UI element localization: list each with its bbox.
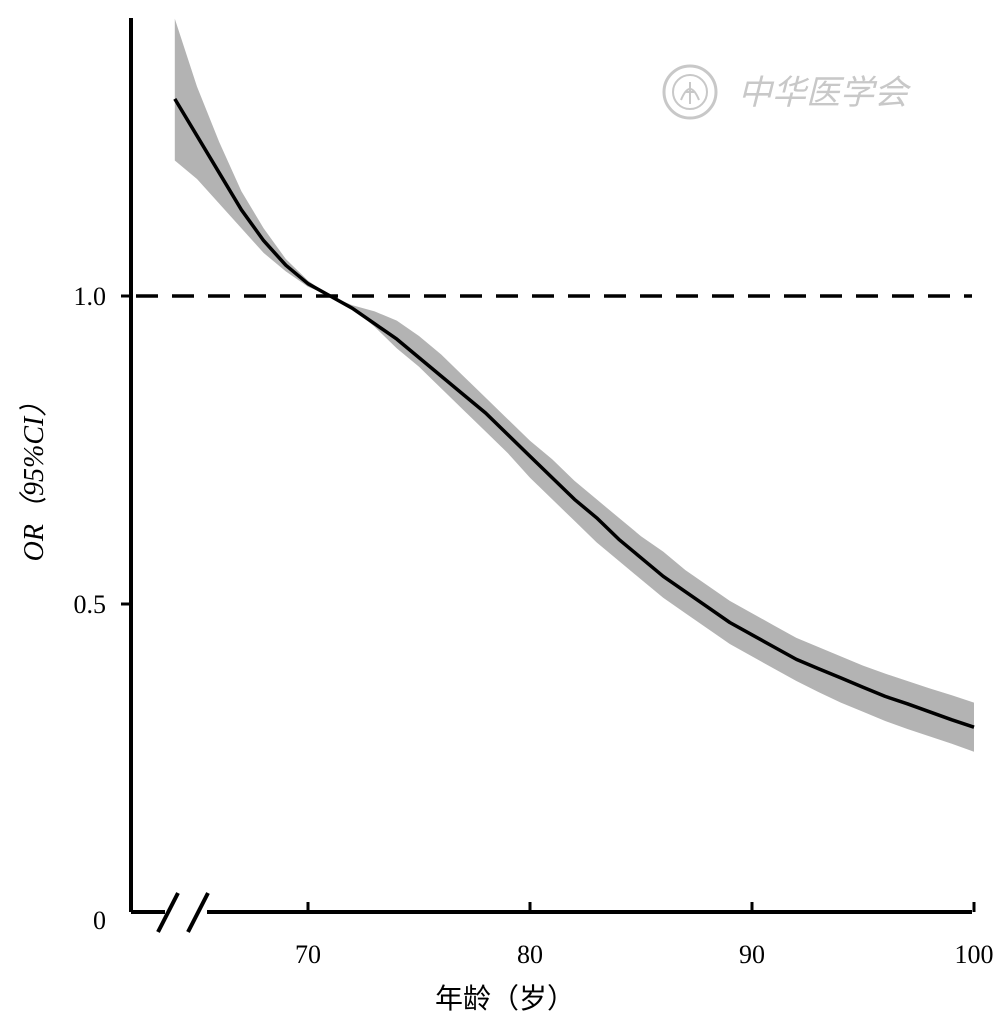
axis-break-icon — [156, 892, 210, 933]
ci-band-layer — [174, 18, 975, 752]
y-ticks: 0 0.5 1.0 — [74, 282, 131, 935]
society-seal-icon — [662, 64, 718, 120]
axes — [129, 18, 972, 933]
y-tick-label: 1.0 — [74, 282, 107, 311]
y-tick-label: 0.5 — [74, 590, 107, 619]
x-ticks: 70 80 90 100 — [295, 902, 994, 969]
or-curve — [173, 97, 975, 729]
y-tick-label: 0 — [93, 906, 106, 935]
watermark-text: 中华医学会 — [738, 73, 912, 113]
y-axis-title: OR（95%CI） — [19, 389, 50, 562]
ci-band — [174, 18, 975, 752]
x-tick-label: 70 — [295, 940, 321, 969]
watermark: 中华医学会 — [662, 64, 912, 120]
x-tick-label: 100 — [955, 940, 994, 969]
curve-layer — [173, 97, 975, 729]
x-tick-label: 90 — [739, 940, 765, 969]
x-tick-label: 80 — [517, 940, 543, 969]
x-axis-title: 年龄（岁） — [435, 983, 575, 1015]
